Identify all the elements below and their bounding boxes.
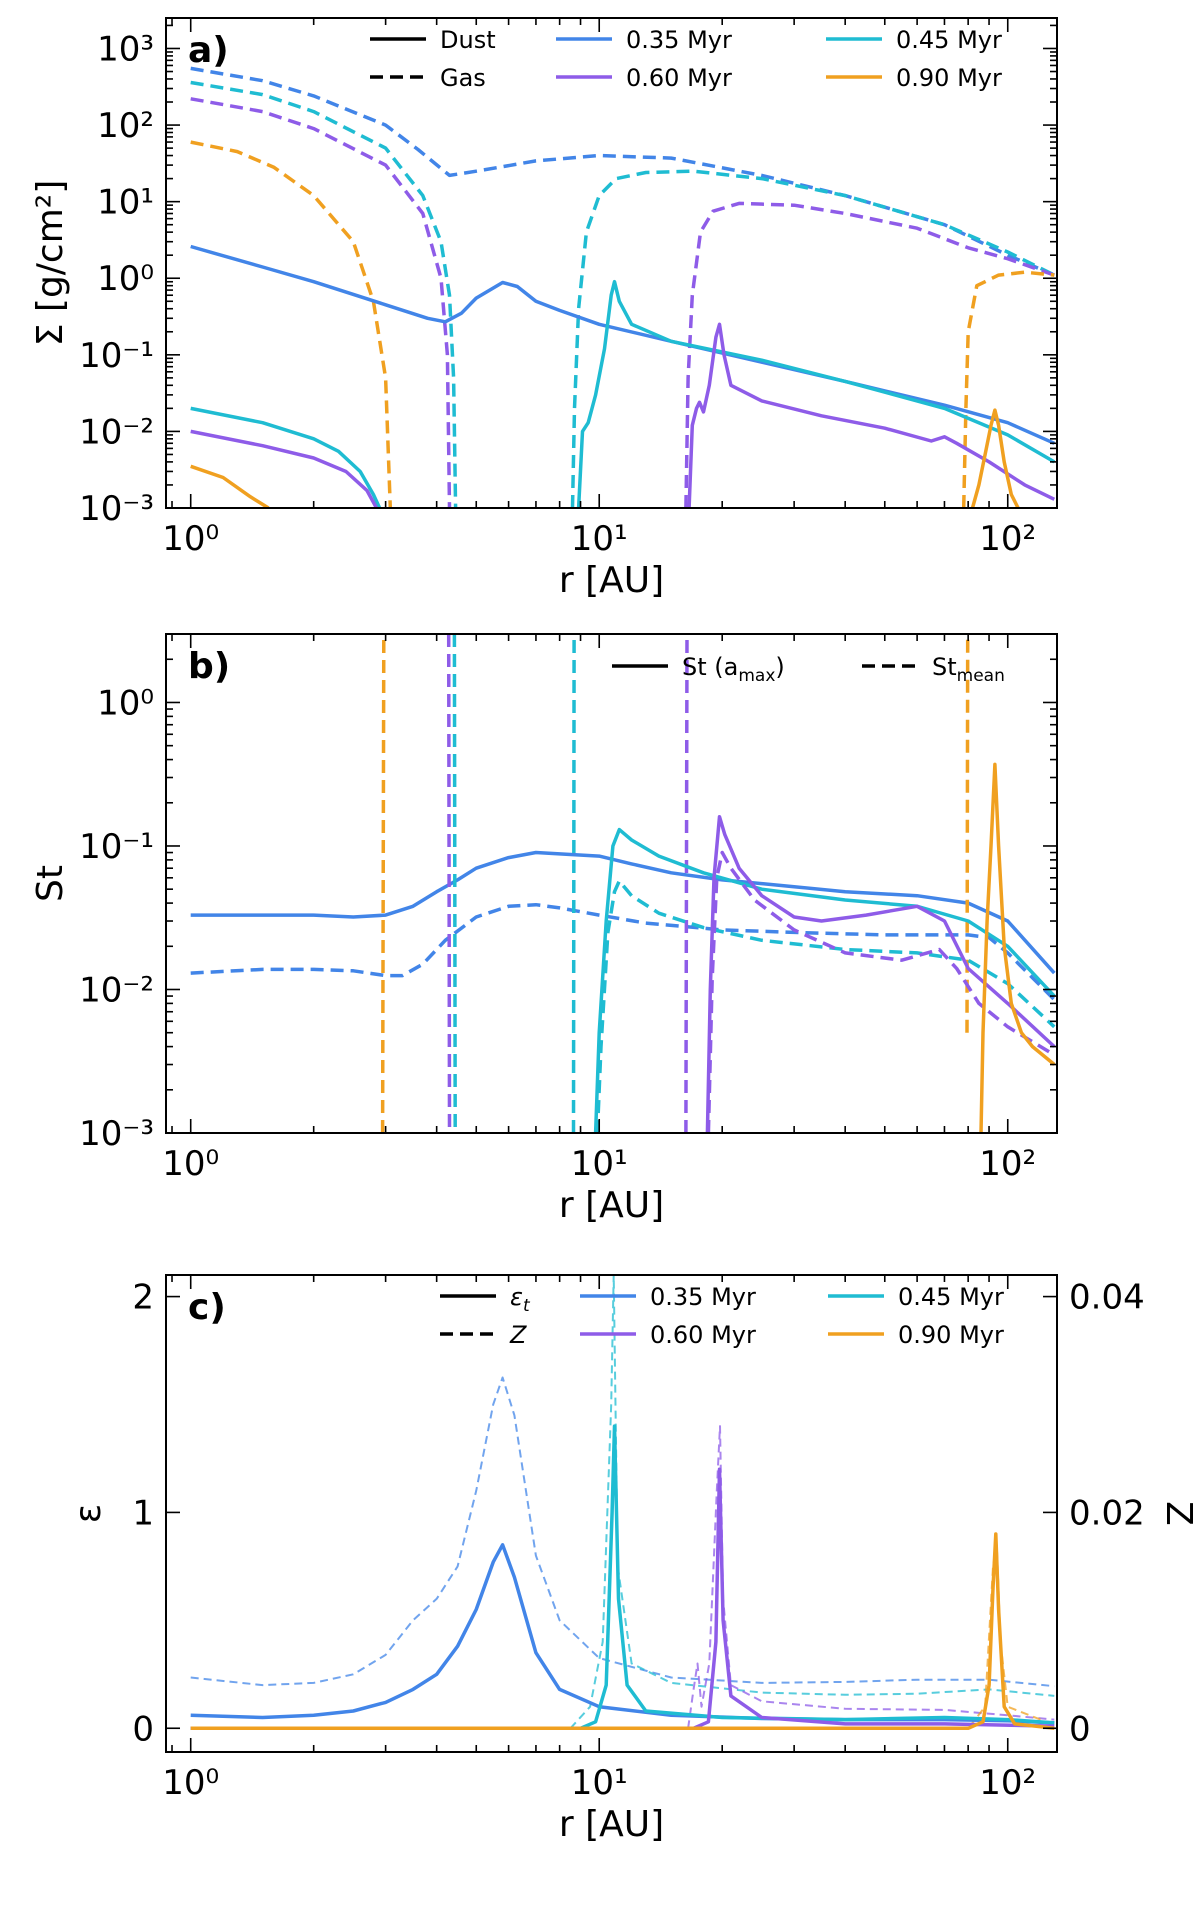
y-tick-label: 10⁻³ — [79, 489, 154, 529]
series-line — [190, 850, 1056, 975]
y-tick-label: 10³ — [97, 29, 154, 69]
plot-area — [190, 634, 1056, 1133]
y-tick-label: 1 — [132, 1493, 154, 1533]
axes-frame — [165, 633, 1058, 1134]
legend-time-label: 0.60 Myr — [650, 1321, 756, 1349]
y-axis-label: St — [30, 865, 71, 902]
legend: St (amax) Stmean — [612, 653, 1005, 686]
series-line — [190, 1424, 1055, 1731]
series-line — [684, 201, 1055, 508]
series-line — [979, 762, 1056, 1133]
series-line — [687, 322, 1056, 508]
series-line — [190, 1532, 1055, 1731]
series-line — [961, 270, 1055, 508]
legend-time-label: 0.45 Myr — [898, 1283, 1004, 1311]
y-right-tick-label: 0.02 — [1069, 1493, 1145, 1533]
x-tick-label: 10⁰ — [162, 1763, 219, 1803]
series-line — [190, 1467, 1055, 1731]
legend-style-label: Z — [509, 1321, 527, 1349]
x-axis-label: r [AU] — [559, 1185, 664, 1226]
legend-time-label: 0.60 Myr — [626, 64, 732, 92]
series-line — [446, 634, 452, 1133]
x-axis-label: r [AU] — [559, 560, 664, 601]
x-tick-label: 10² — [979, 1763, 1036, 1803]
legend-time-label: 0.45 Myr — [896, 26, 1002, 54]
series-line — [595, 879, 1056, 1133]
series-line — [190, 429, 379, 508]
plot-area — [190, 1275, 1055, 1731]
series-line — [970, 408, 1020, 508]
series-line — [190, 464, 270, 508]
y-tick-label: 10⁻³ — [79, 1114, 154, 1154]
series-line — [190, 66, 1055, 277]
legend: Dust Gas 0.35 Myr 0.45 Myr 0.60 Myr 0.90 Myr — [370, 26, 1002, 92]
legend-time-label: 0.35 Myr — [626, 26, 732, 54]
legend-time-label: 0.90 Myr — [898, 1321, 1004, 1349]
panel-b: 10⁰ 10¹ 10² 10⁻³ 10⁻² 10⁻¹ 10⁰ r [AU] St b) St (am… — [30, 633, 1058, 1226]
legend-time-label: 0.35 Myr — [650, 1283, 756, 1311]
legend-style-label: Dust — [440, 26, 496, 54]
x-tick-label: 10⁰ — [162, 519, 219, 559]
series-line — [190, 244, 1056, 445]
y-tick-label: 10⁰ — [97, 683, 154, 723]
y-tick-label: 10⁰ — [97, 259, 154, 299]
y-right-tick-label: 0.04 — [1069, 1278, 1145, 1318]
y-tick-label: 0 — [132, 1709, 154, 1749]
series-line — [705, 814, 1056, 1133]
legend-style-label: St (amax) — [682, 653, 785, 686]
series-line — [380, 634, 386, 1133]
series-line — [569, 1275, 1055, 1729]
y-tick-label: 10⁻² — [79, 970, 154, 1010]
y-tick-label: 10¹ — [97, 183, 154, 223]
x-tick-label: 10¹ — [571, 519, 628, 559]
y-tick-label: 10⁻² — [79, 412, 154, 452]
axes-frame — [165, 17, 1058, 509]
series-line — [576, 279, 1056, 508]
series-line — [190, 1376, 1055, 1688]
series-line — [593, 827, 1056, 1133]
series-line — [190, 902, 1056, 1001]
legend: εt Z 0.35 Myr 0.45 Myr 0.60 Myr 0.90 Myr — [440, 1283, 1004, 1349]
y-right-axis-label: Z — [1158, 1501, 1199, 1526]
y-axis-label: Σ [g/cm²] — [30, 180, 71, 347]
x-tick-label: 10² — [979, 1144, 1036, 1184]
plot-area — [190, 66, 1056, 508]
legend-style-label: Stmean — [932, 653, 1005, 686]
x-tick-label: 10² — [979, 519, 1036, 559]
series-line — [571, 634, 576, 1133]
y-axis-label: ε — [68, 1504, 109, 1523]
legend-style-label: εt — [510, 1283, 531, 1316]
x-tick-label: 10¹ — [571, 1144, 628, 1184]
panel-a: 10⁰ 10¹ 10² 10⁻³ 10⁻² 10⁻¹ 10⁰ 10¹ 10² 10³ r [AU] Σ… — [30, 17, 1058, 601]
y-tick-label: 10² — [97, 106, 154, 146]
y-tick-label: 2 — [132, 1278, 154, 1318]
series-line — [570, 169, 1056, 508]
x-axis-label: r [AU] — [559, 1804, 664, 1845]
y-tick-label: 10⁻¹ — [79, 336, 154, 376]
x-tick-label: 10⁰ — [162, 1144, 219, 1184]
series-line — [687, 1425, 1055, 1729]
series-line — [684, 634, 689, 1133]
y-tick-label: 10⁻¹ — [79, 827, 154, 867]
series-line — [190, 406, 382, 508]
series-line — [190, 140, 393, 508]
y-right-tick-label: 0 — [1069, 1709, 1091, 1749]
legend-time-label: 0.90 Myr — [896, 64, 1002, 92]
axes-frame — [165, 1274, 1058, 1753]
panel-c: 10⁰ 10¹ 10² 0 1 2 0 0.02 0.04 r [AU] ε Zc) εt Z 0.35 M… — [68, 1274, 1199, 1845]
series-line — [706, 850, 1056, 1133]
series-line — [190, 97, 452, 508]
panel-tag: c) — [188, 1287, 226, 1328]
series-line — [452, 634, 457, 1133]
series-line — [190, 80, 458, 508]
x-tick-label: 10¹ — [571, 1763, 628, 1803]
series-line — [965, 634, 970, 1033]
legend-style-label: Gas — [440, 64, 486, 92]
panel-tag: a) — [188, 30, 229, 71]
panel-tag: b) — [188, 646, 230, 687]
